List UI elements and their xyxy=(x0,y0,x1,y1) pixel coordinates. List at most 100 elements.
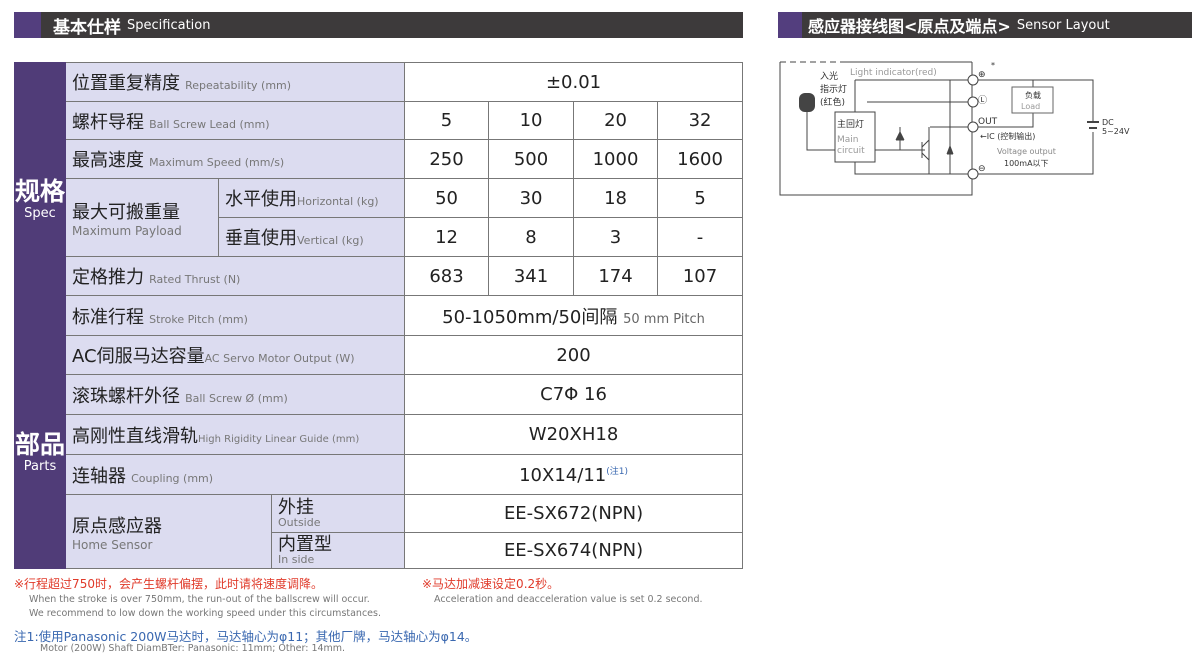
table-row: 垂直使用Vertical (kg) 12 8 3- xyxy=(15,217,744,257)
terminal-minus xyxy=(967,168,979,180)
cell-text: 外挂 xyxy=(278,497,314,518)
cell-text: Parts xyxy=(23,458,57,474)
cell-text: In side xyxy=(278,553,315,566)
main-circuit-en2: circuit xyxy=(837,146,865,156)
cell-text: High Rigidity Linear Guide (mm) xyxy=(198,433,360,445)
value-cell: 1000 xyxy=(573,139,659,179)
label-thrust: 定格推力 Rated Thrust (N) xyxy=(64,256,406,296)
note-stroke-zh: ※行程超过750时，会产生螺杆偏摆，此时请将速度调降。 xyxy=(14,577,323,591)
cell-text: 50 mm Pitch xyxy=(623,311,705,327)
value-cell: 3 xyxy=(573,217,659,257)
table-row: 连轴器 Coupling (mm) 10X14/11(注1) xyxy=(15,454,744,495)
cell-text: 螺杆导程 xyxy=(72,111,144,133)
cell-text: 最高速度 xyxy=(72,150,144,171)
current-label: 100mA以下 xyxy=(1004,159,1049,168)
cell-text: Horizontal (kg) xyxy=(297,195,379,208)
value-cell: 500 xyxy=(488,139,575,179)
header-accent xyxy=(14,12,41,38)
transistor-icon xyxy=(921,139,930,161)
out-label: OUT xyxy=(978,117,998,127)
dc-label: DC xyxy=(1102,118,1114,127)
diode-icon xyxy=(895,130,954,155)
value-screw-dia: C7Φ 16 xyxy=(404,374,744,415)
cell-text: Rated Thrust (N) xyxy=(149,273,241,286)
cell-text: 标准行程 xyxy=(72,306,144,328)
cell-text: 10X14/11 xyxy=(519,464,607,486)
spec-title-zh: 基本仕样 xyxy=(53,17,121,38)
cell-text: Maximum Speed (mm/s) xyxy=(149,156,285,169)
value-cell: 12 xyxy=(404,217,490,257)
value-cell: 174 xyxy=(573,256,659,296)
value-cell: 250 xyxy=(404,139,490,179)
note-stroke-en1: When the stroke is over 750mm, the run-o… xyxy=(29,594,370,605)
led-label-2: 指示灯 xyxy=(820,83,847,95)
value-outside: EE-SX672(NPN) xyxy=(404,494,744,533)
value-cell: 10 xyxy=(488,101,575,140)
value-cell: 18 xyxy=(573,178,659,218)
cell-text: Outside xyxy=(278,516,321,529)
battery-icon xyxy=(1087,121,1099,129)
note-accel-zh: ※马达加减速设定0.2秒。 xyxy=(422,577,560,591)
value-cell: 30 xyxy=(488,178,575,218)
value-cell: 1600 xyxy=(657,139,744,179)
load-terminal-label: Ⓛ xyxy=(978,95,987,106)
terminal-plus xyxy=(967,74,979,86)
load-zh: 负载 xyxy=(1025,90,1041,100)
sensor-header: 感应器接线图<原点及端点> Sensor Layout xyxy=(778,12,1192,38)
cell-text: Ball Screw Ø (mm) xyxy=(185,391,288,405)
cell-text: 规格 xyxy=(15,176,66,206)
label-outside: 外挂 Outside xyxy=(270,494,406,533)
value-cell: 8 xyxy=(488,217,575,257)
header-accent xyxy=(778,12,802,38)
sensor-wiring-diagram: Light indicator(red) 入光 指示灯 (红色) 主回灯 Mai… xyxy=(779,61,1130,196)
spec-header: 基本仕样 Specification xyxy=(14,12,743,38)
note-shaft-en: Motor (200W) Shaft DiamBTer: Panasonic: … xyxy=(40,643,346,654)
group-spec: 规格 Spec xyxy=(14,62,66,336)
value-guide: W20XH18 xyxy=(404,414,744,455)
label-screw-dia: 滚珠螺杆外径 Ball Screw Ø (mm) xyxy=(64,374,406,415)
value-cell: 20 xyxy=(573,101,659,140)
label-inside: 内置型 In side xyxy=(270,532,406,569)
value-cell: 50 xyxy=(404,178,490,218)
cell-text: 部品 xyxy=(15,429,66,459)
main-circuit-en1: Main xyxy=(837,135,859,145)
led-label-1: 入光 xyxy=(820,70,838,82)
label-vertical: 垂直使用Vertical (kg) xyxy=(217,217,406,257)
cell-text: AC Servo Motor Output (W) xyxy=(204,352,355,365)
label-repeatability: 位置重复精度 Repeatability (mm) xyxy=(64,62,406,102)
table-row: 定格推力 Rated Thrust (N) 683 341 174 107 xyxy=(15,256,744,296)
cell-text: Maximum Payload xyxy=(72,223,182,238)
value-coupling: 10X14/11(注1) xyxy=(404,454,744,495)
value-cell: 32 xyxy=(657,101,744,140)
note-accel-en: Acceleration and deacceleration value is… xyxy=(434,594,703,605)
cell-text: 水平使用 xyxy=(225,189,297,210)
wires xyxy=(806,79,1094,175)
cell-text: 最大可搬重量 xyxy=(72,201,180,223)
sensor-title-zh: 感应器接线图<原点及端点> xyxy=(808,17,1011,36)
voltage-output-label: Voltage output xyxy=(997,147,1056,156)
spec-title-en: Specification xyxy=(127,17,211,33)
table-row: 内置型 In side EE-SX674(NPN) xyxy=(15,532,744,569)
cell-text: 高刚性直线滑轨 xyxy=(72,425,198,447)
star-label: * xyxy=(991,61,995,70)
label-guide: 高刚性直线滑轨High Rigidity Linear Guide (mm) xyxy=(64,414,406,455)
light-indicator-label: Light indicator(red) xyxy=(850,68,937,78)
label-motor: AC伺服马达容量AC Servo Motor Output (W) xyxy=(64,335,406,375)
cell-text: Spec xyxy=(24,205,56,221)
ic-label: ←IC (控制输出) xyxy=(980,131,1035,141)
table-row: 最大可搬重量 Maximum Payload 水平使用Horizontal (kg… xyxy=(15,178,744,257)
table-row: 标准行程 Stroke Pitch (mm) 50-1050mm/50间隔 50… xyxy=(15,295,744,336)
table-row: 原点感应器 Home Sensor 外挂 Outside EE-SX672(NPN) xyxy=(15,494,744,569)
main-circuit-zh: 主回灯 xyxy=(837,118,864,130)
note-shaft-zh: 注1:使用Panasonic 200W马达时，马达轴心为φ11；其他厂牌，马达轴… xyxy=(14,629,478,644)
cell-text: 滚珠螺杆外径 xyxy=(72,385,180,407)
label-coupling: 连轴器 Coupling (mm) xyxy=(64,454,406,495)
cell-text: 原点感应器 xyxy=(72,515,162,537)
cell-text: 定格推力 xyxy=(72,267,144,288)
note-stroke-en2: We recommend to low down the working spe… xyxy=(29,608,381,619)
cell-text: 垂直使用 xyxy=(225,228,297,249)
value-motor: 200 xyxy=(404,335,744,375)
table-row: 螺杆导程 Ball Screw Lead (mm) 5 10 20 32 xyxy=(15,101,744,140)
value-cell: 5 xyxy=(404,101,490,140)
value-inside: EE-SX674(NPN) xyxy=(404,532,744,569)
